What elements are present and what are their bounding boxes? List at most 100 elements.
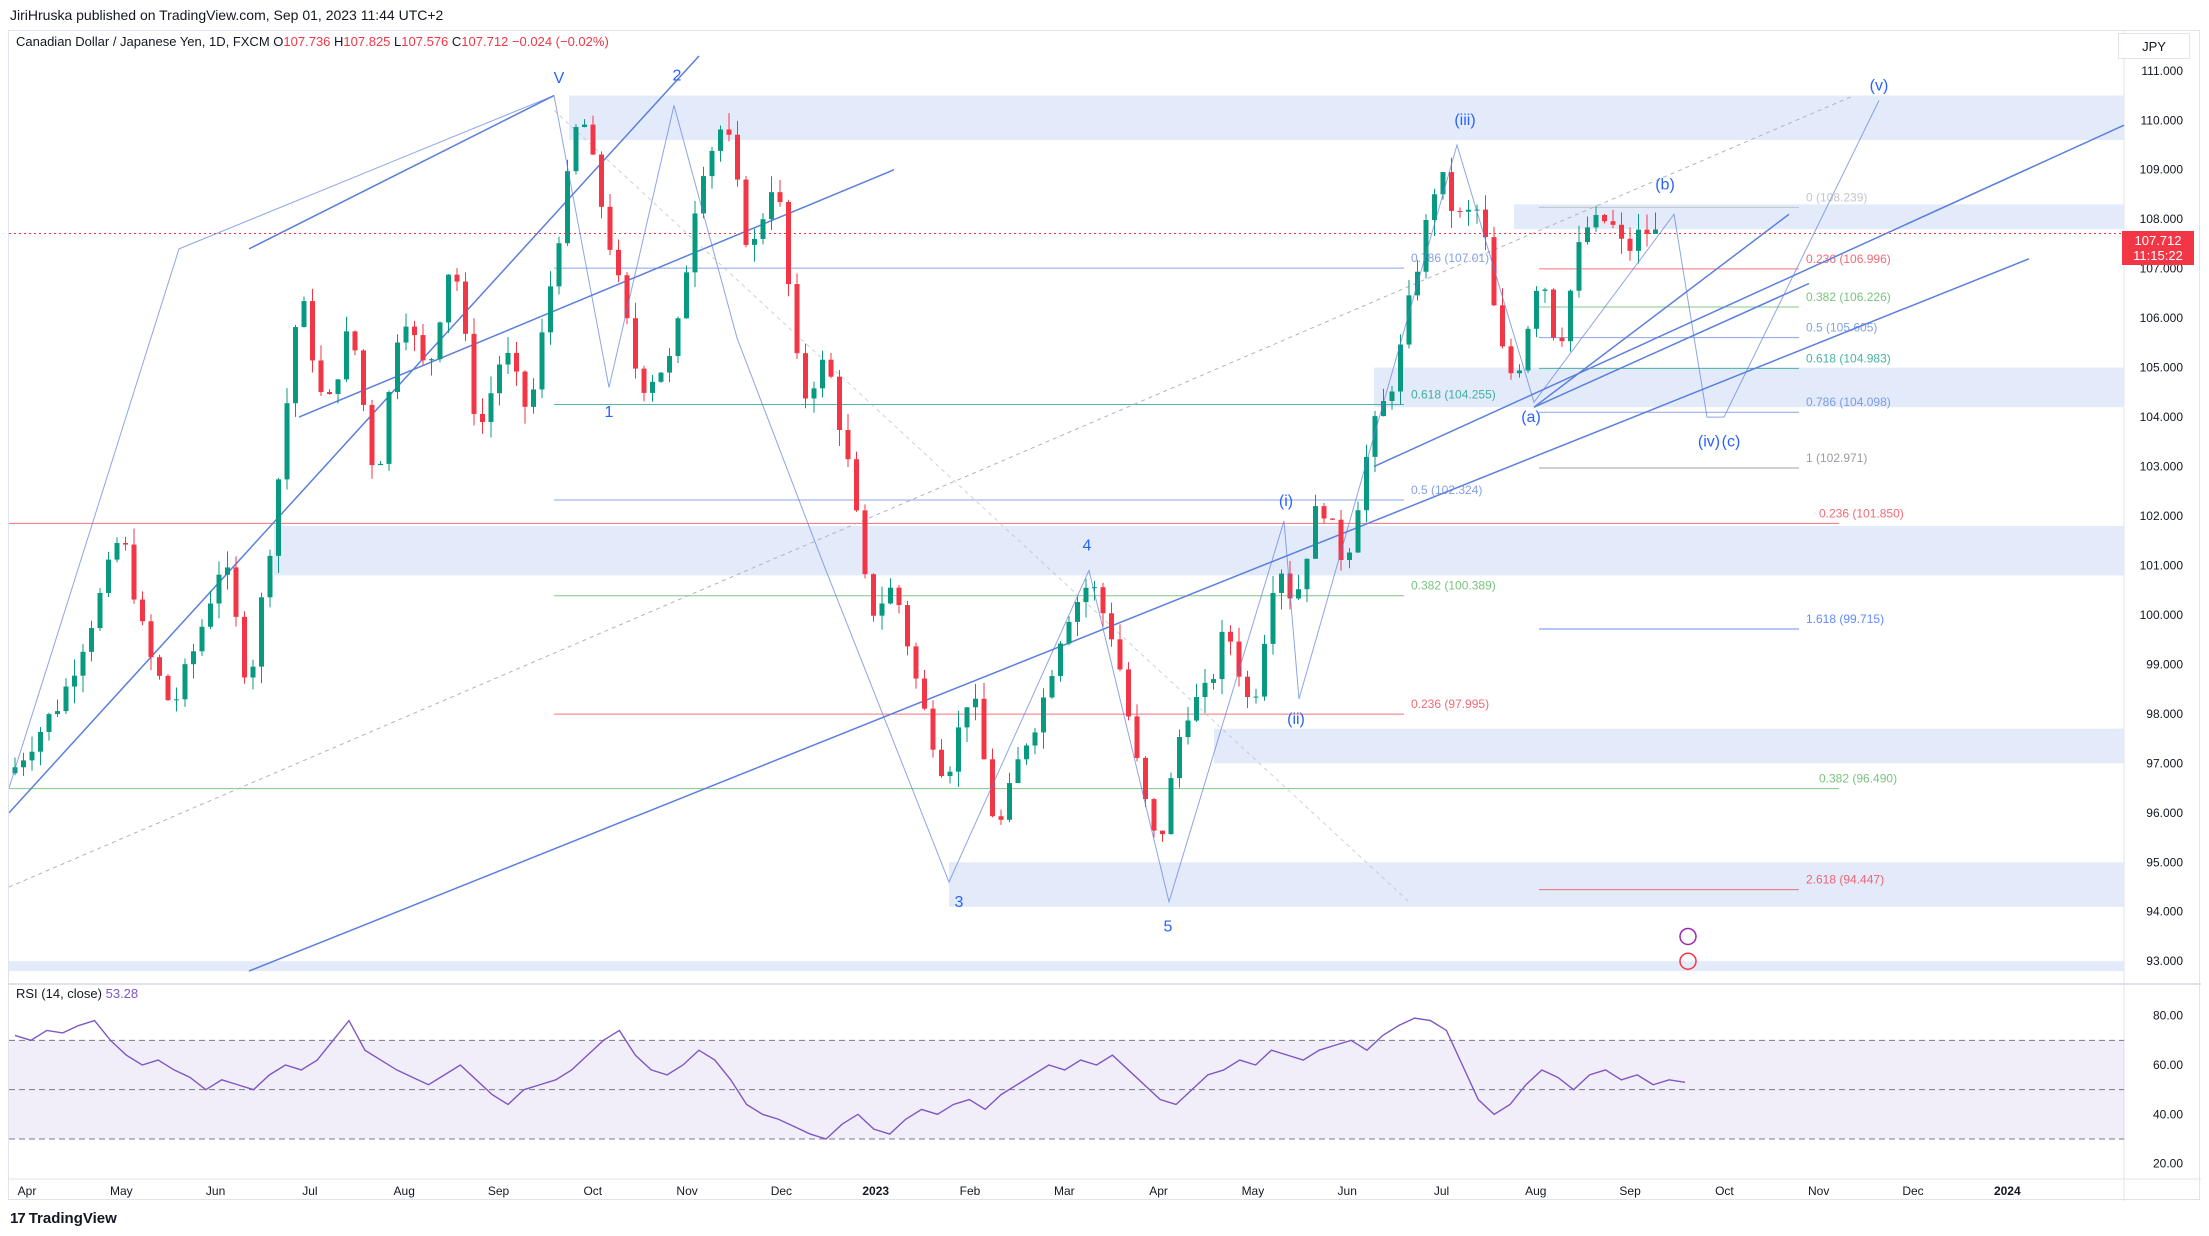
candle-body — [854, 459, 859, 511]
candle-body — [1466, 209, 1471, 212]
candle-body — [72, 675, 77, 687]
price-tick-label: 111.000 — [2141, 64, 2183, 78]
wave-label: (c) — [1722, 434, 1741, 451]
time-tick-label: Feb — [960, 1184, 981, 1198]
time-tick-label: 2024 — [1994, 1184, 2021, 1198]
candle-body — [913, 646, 919, 679]
candle-body — [718, 129, 723, 151]
price-tick-label: 98.000 — [2146, 707, 2183, 721]
candle-body — [1092, 587, 1097, 589]
price-tick-label: 109.000 — [2140, 163, 2184, 177]
candle-body — [803, 353, 808, 399]
candle-body — [1508, 346, 1514, 374]
candle-body — [930, 708, 936, 750]
fib-level-label: 0.5 (105.605) — [1806, 321, 1877, 335]
candle-body — [879, 603, 885, 616]
price-tick-label: 108.000 — [2140, 212, 2184, 226]
fib-level-label: 1.618 (99.715) — [1806, 612, 1884, 626]
candle-body — [454, 274, 460, 282]
zone-box — [274, 525, 2124, 576]
dashed-trend-line — [9, 95, 1855, 888]
candle-body — [590, 124, 596, 155]
wave-label: 3 — [955, 894, 964, 911]
zone-box — [949, 862, 2124, 907]
bar-countdown: 11:15:22 — [2133, 248, 2183, 263]
candle-body — [692, 213, 698, 273]
time-tick-label: Apr — [18, 1184, 37, 1198]
candle-body — [420, 335, 426, 361]
candle-body — [21, 760, 26, 768]
candle-body — [684, 272, 689, 319]
candle-body — [1151, 799, 1157, 831]
candle-body — [174, 699, 179, 701]
candle-body — [522, 371, 528, 407]
candle-body — [1610, 221, 1616, 225]
candle-body — [1347, 552, 1352, 561]
candle-body — [565, 171, 570, 244]
candle-body — [922, 678, 927, 709]
candle-body — [1007, 783, 1012, 820]
candle-body — [1491, 237, 1497, 306]
candle-body — [233, 567, 239, 617]
candle-body — [1653, 229, 1658, 234]
currency-selector[interactable]: JPY — [2118, 33, 2190, 59]
candle-body — [675, 318, 681, 357]
last-price-value: 107.712 — [2134, 233, 2182, 248]
candle-body — [505, 352, 511, 365]
fib-level-label: 0.618 (104.983) — [1806, 351, 1891, 365]
candle-body — [1483, 209, 1488, 238]
candle-body — [862, 510, 868, 575]
time-tick-label: Oct — [1715, 1184, 1734, 1198]
candle-body — [1500, 305, 1505, 347]
candle-body — [701, 176, 706, 214]
candle-body — [556, 243, 562, 287]
time-tick-label: Nov — [1808, 1184, 1829, 1198]
price-tick-label: 95.000 — [2146, 855, 2183, 869]
price-tick-label: 110.000 — [2141, 113, 2184, 127]
trend-line — [1533, 213, 1790, 408]
close-value: 107.712 — [461, 34, 509, 49]
candle-body — [1134, 716, 1140, 758]
candle-body — [55, 711, 60, 715]
candle-body — [888, 587, 893, 604]
candle-body — [539, 332, 545, 390]
price-chart-svg[interactable]: 0 (108.239) 0.236 (106.996) 0.382 (106.226… — [9, 31, 2201, 1201]
zone-box — [1214, 728, 2124, 764]
candle-body — [1236, 641, 1242, 677]
fib-level-label: 0.236 (97.995) — [1411, 697, 1489, 711]
rsi-value: 53.28 — [105, 986, 139, 1001]
candle-body — [998, 816, 1004, 820]
candle-body — [1211, 679, 1216, 683]
candle-body — [216, 574, 222, 604]
tradingview-logo[interactable]: 17 TradingView — [10, 1210, 117, 1227]
candle-body — [335, 379, 341, 395]
candle-body — [412, 326, 417, 336]
candle-body — [352, 331, 358, 351]
candle-body — [38, 731, 43, 752]
chart-frame[interactable]: 0 (108.239) 0.236 (106.996) 0.382 (106.226… — [8, 30, 2201, 1201]
wave-label: (a) — [1521, 409, 1541, 426]
trend-line — [248, 94, 555, 250]
candle-body — [820, 359, 825, 389]
candle-body — [1304, 558, 1310, 590]
wave-label: (ii) — [1287, 711, 1305, 728]
candle-body — [225, 567, 230, 575]
time-tick-label: 2023 — [862, 1184, 889, 1198]
candle-body — [1100, 587, 1106, 614]
fib-level-label: 0.786 (107.01) — [1411, 251, 1489, 265]
fib-level-label: 0 (108.239) — [1806, 190, 1867, 204]
time-tick-label: Jun — [206, 1184, 225, 1198]
candle-body — [1313, 506, 1318, 559]
rsi-legend: RSI (14, close) 53.28 — [16, 986, 138, 1001]
candle-body — [1440, 172, 1446, 195]
wave-label: 4 — [1083, 538, 1092, 555]
time-tick-label: May — [110, 1184, 133, 1198]
candle-body — [386, 392, 392, 464]
candle-body — [1381, 401, 1386, 417]
candle-body — [1568, 290, 1573, 342]
candle-body — [488, 393, 494, 423]
fib-level-label: 0.236 (101.850) — [1819, 506, 1904, 520]
price-tick-label: 93.000 — [2146, 954, 2183, 968]
candle-body — [752, 238, 757, 245]
open-value: 107.736 — [283, 34, 331, 49]
